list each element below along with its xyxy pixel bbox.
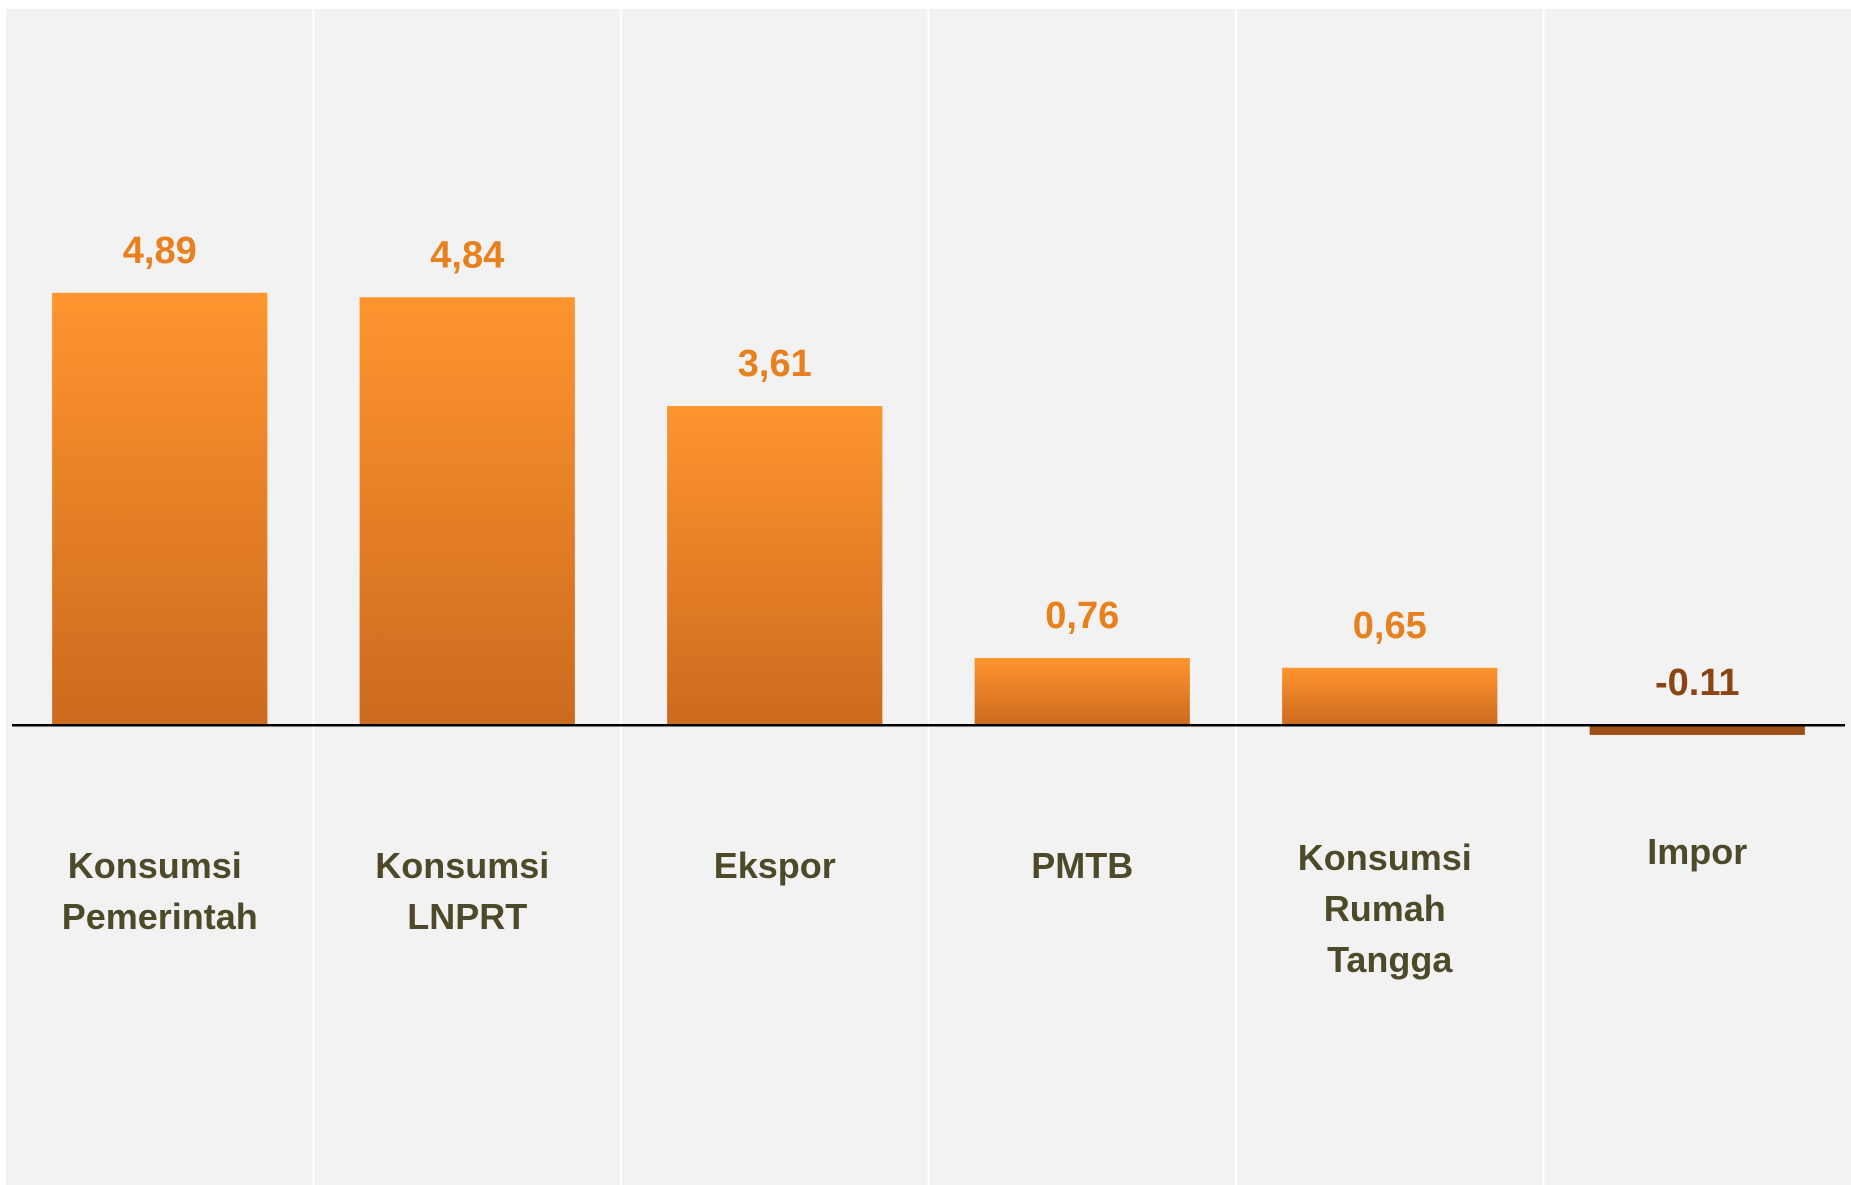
bar	[667, 406, 883, 726]
bar	[52, 292, 268, 726]
category-label: Konsumsi Pemerintah	[62, 845, 258, 937]
category-label-line: Ekspor	[714, 845, 836, 886]
category-label-line: Rumah	[1324, 888, 1456, 929]
category-label-line: Tangga	[1327, 939, 1453, 980]
category-label-line: Konsumsi	[1298, 837, 1482, 878]
value-label: 3,61	[738, 343, 812, 385]
bar	[974, 658, 1190, 726]
category-label-line: Pemerintah	[62, 896, 258, 937]
bar	[1589, 725, 1805, 735]
category-label-line: PMTB	[1031, 845, 1133, 886]
value-label: 4,84	[430, 234, 504, 276]
category-label: Ekspor	[714, 845, 836, 886]
category-label-line: Impor	[1647, 831, 1747, 872]
category-label: PMTB	[1031, 845, 1133, 886]
category-label-line: Konsumsi	[68, 845, 252, 886]
value-label: -0.11	[1655, 662, 1740, 704]
value-label: 0,76	[1045, 595, 1119, 637]
value-label: 4,89	[123, 230, 197, 272]
value-label: 0,65	[1353, 605, 1427, 647]
category-label-line: Konsumsi	[375, 845, 559, 886]
category-label: Konsumsi LNPRT	[375, 845, 559, 937]
bar	[1282, 667, 1498, 726]
category-label: Impor	[1647, 831, 1747, 872]
bar	[359, 297, 575, 726]
category-label-line: LNPRT	[407, 896, 527, 937]
category-label: Konsumsi Rumah Tangga	[1298, 837, 1482, 980]
